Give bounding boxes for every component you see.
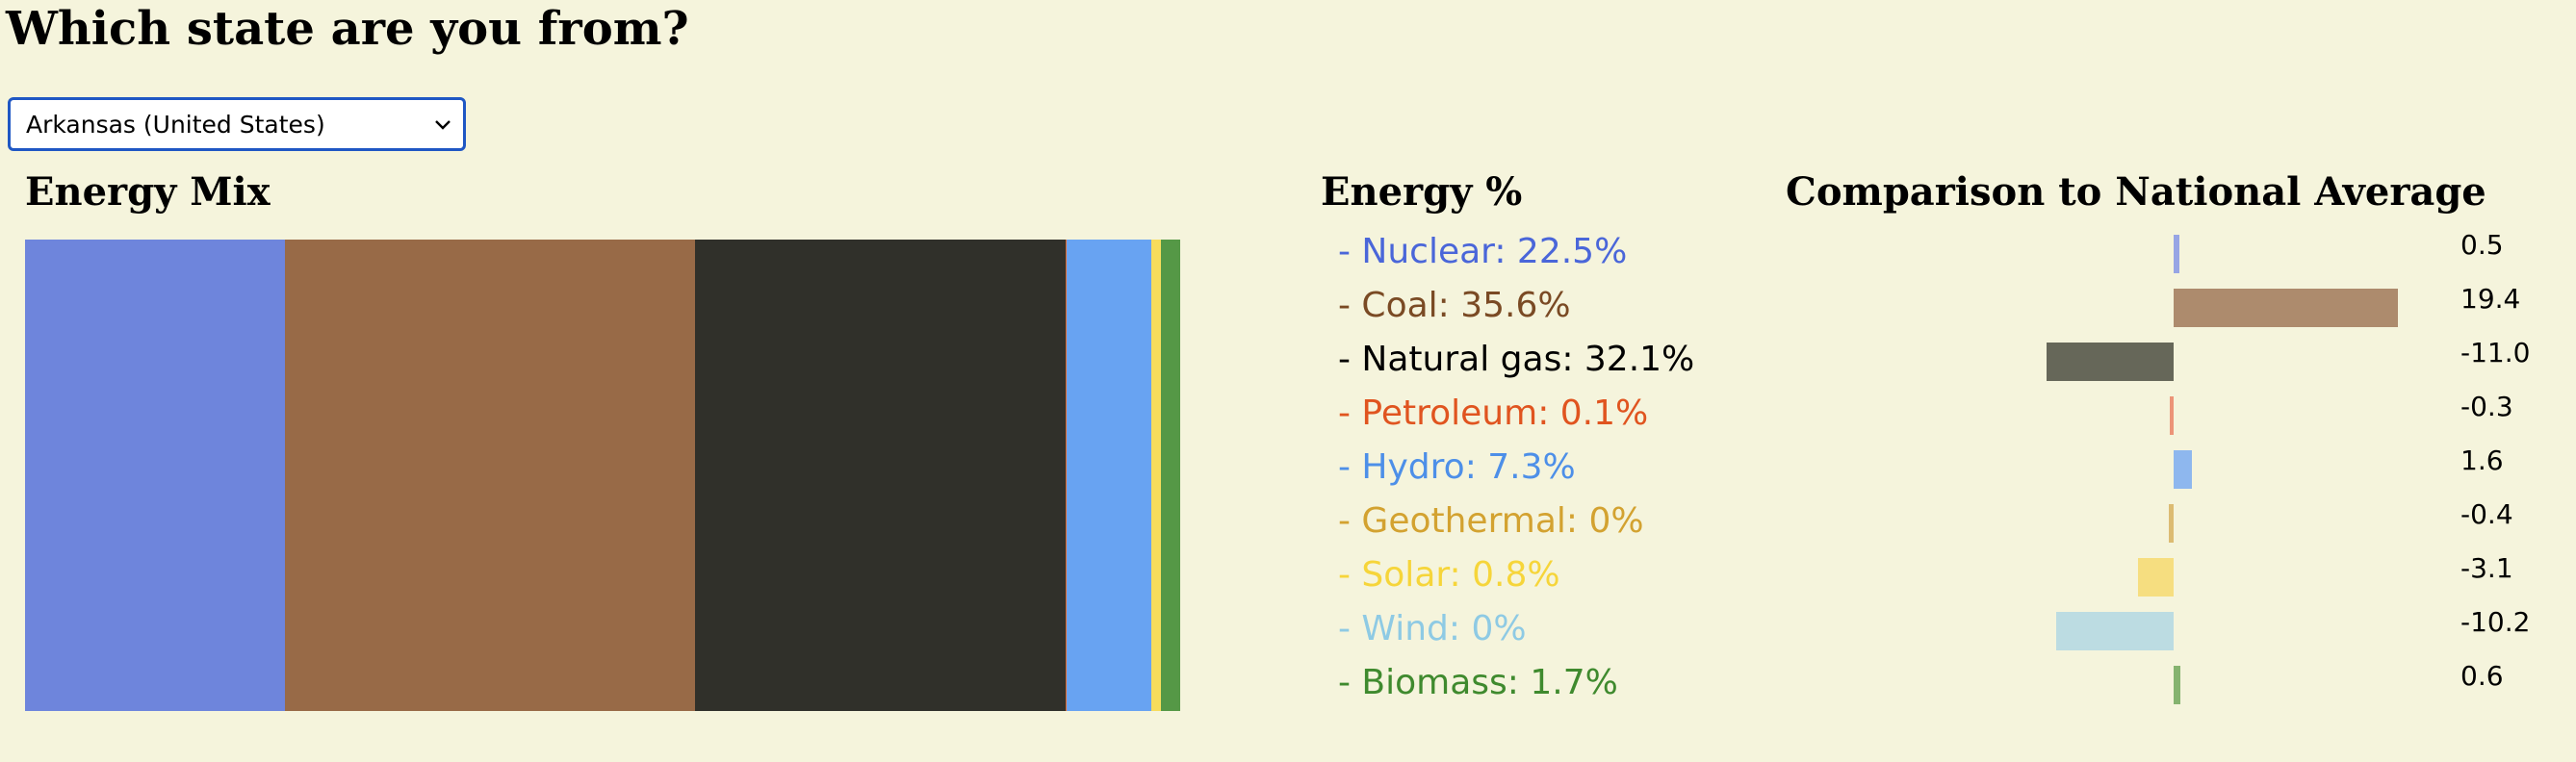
- comparison-bar-petroleum: [2170, 396, 2174, 435]
- legend-item: - Natural gas: 32.1%: [1338, 340, 1695, 379]
- page-title: Which state are you from?: [6, 2, 689, 56]
- legend-item: - Solar: 0.8%: [1338, 555, 1560, 595]
- chevron-down-icon: [435, 120, 451, 130]
- mix-segment-hydro: [1067, 240, 1151, 711]
- energy-mix-heading: Energy Mix: [25, 169, 270, 215]
- comparison-value-label: 19.4: [2460, 283, 2521, 315]
- comparison-value-label: -10.2: [2460, 606, 2531, 638]
- state-select[interactable]: Arkansas (United States): [8, 97, 466, 151]
- legend-item: - Geothermal: 0%: [1338, 501, 1644, 541]
- comparison-bar-coal: [2174, 289, 2398, 327]
- legend-item: - Nuclear: 22.5%: [1338, 232, 1628, 271]
- mix-segment-nuclear: [25, 240, 285, 711]
- comparison-bar-wind: [2055, 612, 2174, 650]
- comparison-value-label: 0.5: [2460, 229, 2504, 261]
- legend-item: - Biomass: 1.7%: [1338, 663, 1618, 702]
- state-select-value: Arkansas (United States): [26, 110, 325, 139]
- comparison-bar-nuclear: [2174, 235, 2179, 273]
- comparison-value-label: -0.4: [2460, 498, 2513, 530]
- comparison-value-label: -0.3: [2460, 391, 2513, 422]
- legend-item: - Hydro: 7.3%: [1338, 447, 1576, 487]
- comparison-chart: 0.5 19.4 -11.0 -0.3 1.6 -0.4 -3.1 -10.2 0.6: [1829, 229, 2561, 710]
- comparison-bar-natural-gas: [2047, 343, 2174, 381]
- comparison-value-label: -3.1: [2460, 552, 2513, 584]
- mix-segment-petroleum: [1066, 240, 1068, 711]
- comparison-value-label: 1.6: [2460, 444, 2504, 476]
- mix-segment-solar: [1150, 240, 1161, 711]
- comparison-bar-solar: [2137, 558, 2174, 597]
- mix-segment-coal: [284, 240, 696, 711]
- legend-item: - Wind: 0%: [1338, 609, 1527, 648]
- comparison-bar-hydro: [2174, 450, 2193, 489]
- legend-item: - Coal: 35.6%: [1338, 286, 1571, 325]
- energy-mix-chart: [25, 240, 1180, 711]
- comparison-value-label: -11.0: [2460, 337, 2531, 368]
- comparison-bar-biomass: [2174, 666, 2181, 704]
- energy-percent-heading: Energy %: [1321, 169, 1523, 215]
- comparison-value-label: 0.6: [2460, 660, 2504, 692]
- mix-segment-natural-gas: [695, 240, 1067, 711]
- comparison-bar-geothermal: [2169, 504, 2174, 543]
- comparison-heading: Comparison to National Average: [1786, 169, 2486, 215]
- legend-item: - Petroleum: 0.1%: [1338, 394, 1649, 433]
- mix-segment-biomass: [1160, 240, 1180, 711]
